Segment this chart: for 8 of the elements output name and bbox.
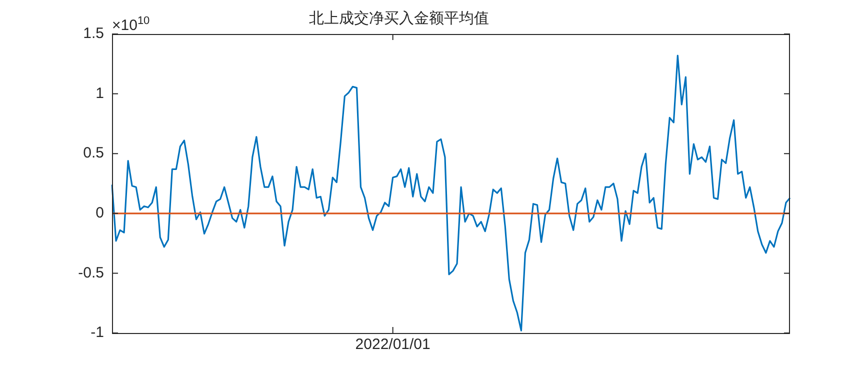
y-tick-label: 0 [96, 204, 104, 222]
x-tick-label: 2022/01/01 [355, 336, 430, 354]
y-tick-label: 0.5 [83, 144, 104, 162]
chart-title: 北上成交净买入金额平均值 [309, 10, 489, 28]
y-tick-label: -1 [90, 324, 104, 342]
y-tick-label: 1.5 [83, 25, 104, 42]
y-tick-label: -0.5 [78, 264, 104, 282]
y-tick-label: 1 [96, 84, 104, 102]
